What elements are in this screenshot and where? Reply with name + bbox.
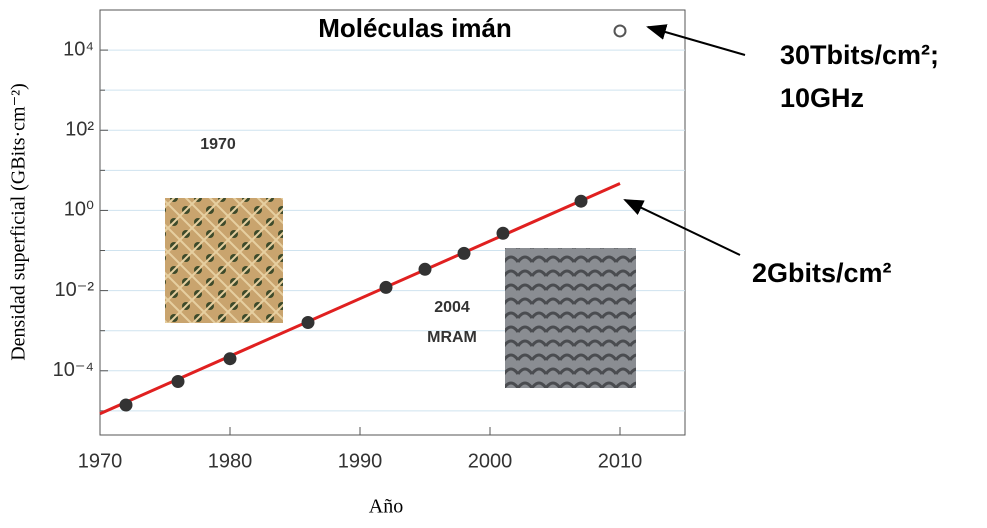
data-point xyxy=(497,227,509,239)
data-point xyxy=(615,25,626,36)
data-point xyxy=(224,353,236,365)
annotation: 1970 xyxy=(200,136,236,153)
x-tick-label: 2000 xyxy=(468,450,513,472)
y-tick-label: 10⁻² xyxy=(55,279,95,301)
x-tick-label: 1990 xyxy=(338,450,383,472)
y-tick-label: 10⁻⁴ xyxy=(53,359,94,381)
data-point xyxy=(302,317,314,329)
x-tick-label: 1970 xyxy=(78,450,123,472)
x-tick-label: 1980 xyxy=(208,450,253,472)
annotation: 30Tbits/cm²; xyxy=(780,40,939,70)
annotation: 10GHz xyxy=(780,83,864,113)
chart-title: Moléculas imán xyxy=(318,13,512,43)
chart: Moléculas imán Año Densidad superficial … xyxy=(0,0,987,523)
data-point xyxy=(172,376,184,388)
y-tick-label: 10⁴ xyxy=(63,38,94,60)
y-tick-label: 10⁰ xyxy=(64,199,94,221)
data-point xyxy=(419,263,431,275)
annotation: 2Gbits/cm² xyxy=(752,258,892,288)
y-tick-label: 10² xyxy=(65,119,94,141)
molecule-image xyxy=(165,198,283,323)
annotation: 2004 xyxy=(434,299,470,316)
data-point xyxy=(380,281,392,293)
x-axis-label: Año xyxy=(369,496,403,518)
data-point xyxy=(458,247,470,259)
y-axis-label: Densidad superficial (GBits·cm⁻²) xyxy=(8,83,30,361)
mram-image xyxy=(505,248,636,388)
x-tick-label: 2010 xyxy=(598,450,643,472)
data-point xyxy=(120,399,132,411)
data-point xyxy=(575,195,587,207)
annotation: MRAM xyxy=(427,329,477,346)
